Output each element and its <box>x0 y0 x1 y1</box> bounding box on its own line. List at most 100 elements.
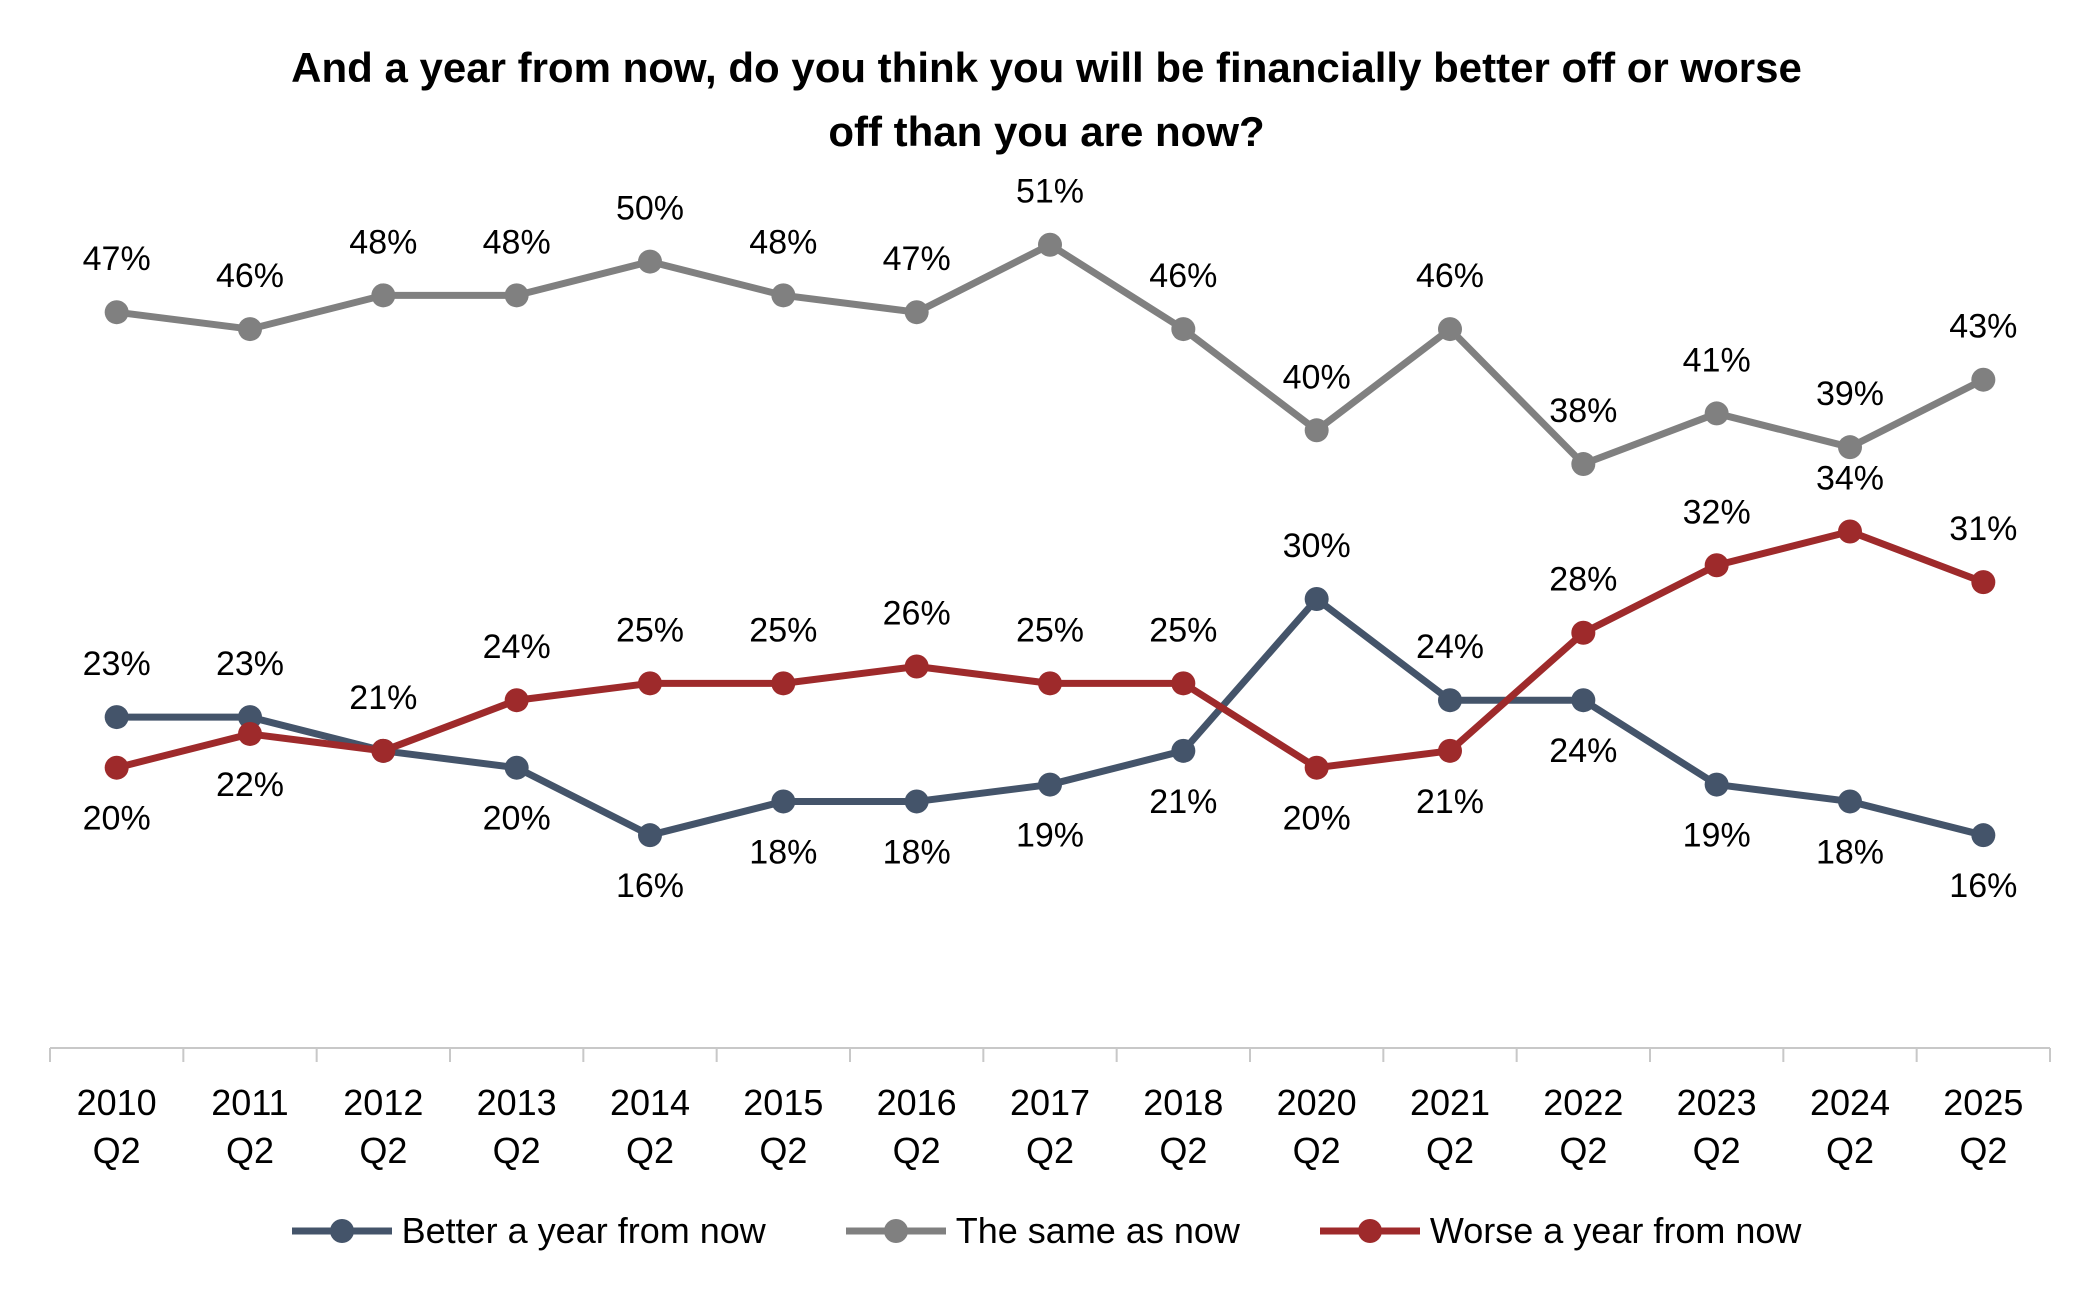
data-label-2: 25% <box>616 611 684 649</box>
x-tick-label-quarter: Q2 <box>359 1130 407 1171</box>
data-point-2 <box>1304 755 1329 780</box>
series-line-2 <box>115 528 1985 772</box>
chart-title: And a year from now, do you think you wi… <box>0 36 2093 164</box>
data-point-0 <box>771 789 796 814</box>
data-point-0 <box>504 755 529 780</box>
data-label-1: 46% <box>216 257 284 295</box>
data-label-1: 48% <box>349 223 417 261</box>
data-label-2: 32% <box>1683 493 1751 531</box>
x-tick-label-quarter: Q2 <box>1693 1130 1741 1171</box>
data-label-0: 18% <box>1816 833 1884 871</box>
data-point-1 <box>504 283 529 308</box>
data-label-2: 21% <box>1416 783 1484 821</box>
data-label-2: 26% <box>883 594 951 632</box>
data-label-0: 16% <box>616 867 684 905</box>
data-point-0 <box>238 705 262 730</box>
data-point-1 <box>1704 401 1729 426</box>
x-tick-label-year: 2011 <box>211 1082 288 1123</box>
data-point-0 <box>1171 738 1196 763</box>
legend-item-same: The same as now <box>845 1210 1240 1252</box>
x-tick-label-quarter: Q2 <box>893 1130 941 1171</box>
data-label-0: 19% <box>1683 817 1751 855</box>
data-label-2: 31% <box>1949 510 2017 548</box>
legend-swatch-better <box>291 1219 392 1243</box>
data-point-1 <box>371 283 396 308</box>
data-point-1 <box>1438 317 1462 342</box>
data-label-1: 48% <box>483 223 551 261</box>
data-label-0: 18% <box>749 833 817 871</box>
legend-label-better: Better a year from now <box>401 1210 766 1251</box>
data-label-1: 41% <box>1683 341 1751 379</box>
data-point-1 <box>104 300 129 325</box>
data-point-0 <box>1571 688 1596 713</box>
data-point-1 <box>1971 367 1996 392</box>
data-label-1: 50% <box>616 190 684 228</box>
x-tick-label-year: 2013 <box>477 1082 557 1123</box>
data-point-2 <box>504 688 529 713</box>
data-point-2 <box>1171 671 1196 696</box>
legend-label-same: The same as now <box>955 1210 1240 1251</box>
data-label-0: 23% <box>83 645 151 683</box>
x-tick-label-quarter: Q2 <box>226 1130 274 1171</box>
data-point-0 <box>638 823 662 848</box>
data-point-1 <box>1038 232 1062 257</box>
data-point-0 <box>1438 688 1462 713</box>
data-label-2: 25% <box>749 611 817 649</box>
data-label-1: 51% <box>1016 173 1084 211</box>
x-tick-label-year: 2020 <box>1277 1082 1357 1123</box>
x-tick-label-year: 2018 <box>1143 1082 1223 1123</box>
data-label-0: 21% <box>349 679 417 717</box>
data-point-2 <box>1704 553 1729 578</box>
data-point-0 <box>904 789 929 814</box>
data-point-1 <box>238 317 262 342</box>
data-label-2: 24% <box>483 628 551 666</box>
chart-title-line-2: off than you are now? <box>828 108 1265 155</box>
data-point-0 <box>104 705 129 730</box>
data-point-2 <box>238 721 262 746</box>
data-label-2: 20% <box>83 800 151 838</box>
data-label-1: 47% <box>883 240 951 278</box>
x-tick-label-quarter: Q2 <box>93 1130 141 1171</box>
data-point-2 <box>1971 570 1996 595</box>
x-tick-label-year: 2016 <box>877 1082 957 1123</box>
data-point-1 <box>1571 452 1596 477</box>
x-tick-label-quarter: Q2 <box>626 1130 674 1171</box>
data-label-1: 46% <box>1416 257 1484 295</box>
data-label-1: 46% <box>1149 257 1217 295</box>
data-point-1 <box>1838 435 1862 460</box>
data-label-1: 39% <box>1816 375 1884 413</box>
data-point-0 <box>1038 772 1062 797</box>
data-label-0: 24% <box>1549 732 1617 770</box>
x-tick-label-quarter: Q2 <box>493 1130 541 1171</box>
data-label-0: 16% <box>1949 867 2017 905</box>
data-point-1 <box>771 283 796 308</box>
data-point-2 <box>1571 620 1596 645</box>
data-label-1: 40% <box>1283 358 1351 396</box>
x-tick-label-quarter: Q2 <box>759 1130 807 1171</box>
legend-item-better: Better a year from now <box>291 1210 766 1252</box>
x-tick-label-year: 2015 <box>743 1082 823 1123</box>
legend-swatch-same <box>845 1219 946 1243</box>
x-tick-label-quarter: Q2 <box>1826 1130 1874 1171</box>
data-label-1: 48% <box>749 223 817 261</box>
x-tick-label-year: 2017 <box>1010 1082 1090 1123</box>
x-tick-label-year: 2012 <box>343 1082 423 1123</box>
data-point-2 <box>1838 519 1862 544</box>
x-tick-label-quarter: Q2 <box>1293 1130 1341 1171</box>
data-point-1 <box>638 249 662 274</box>
data-point-2 <box>1438 738 1462 763</box>
x-tick-label-quarter: Q2 <box>1026 1130 1074 1171</box>
data-point-2 <box>1038 671 1062 696</box>
x-tick-label-quarter: Q2 <box>1959 1130 2007 1171</box>
data-point-1 <box>1171 317 1196 342</box>
data-point-1 <box>1304 418 1329 443</box>
data-label-2: 25% <box>1149 611 1217 649</box>
data-label-2: 34% <box>1816 460 1884 498</box>
x-tick-label-quarter: Q2 <box>1559 1130 1607 1171</box>
data-label-0: 18% <box>883 833 951 871</box>
x-tick-label-year: 2010 <box>77 1082 157 1123</box>
x-tick-label-year: 2014 <box>610 1082 690 1123</box>
data-label-1: 47% <box>83 240 151 278</box>
legend-label-worse: Worse a year from now <box>1429 1210 1802 1251</box>
data-point-2 <box>371 738 396 763</box>
